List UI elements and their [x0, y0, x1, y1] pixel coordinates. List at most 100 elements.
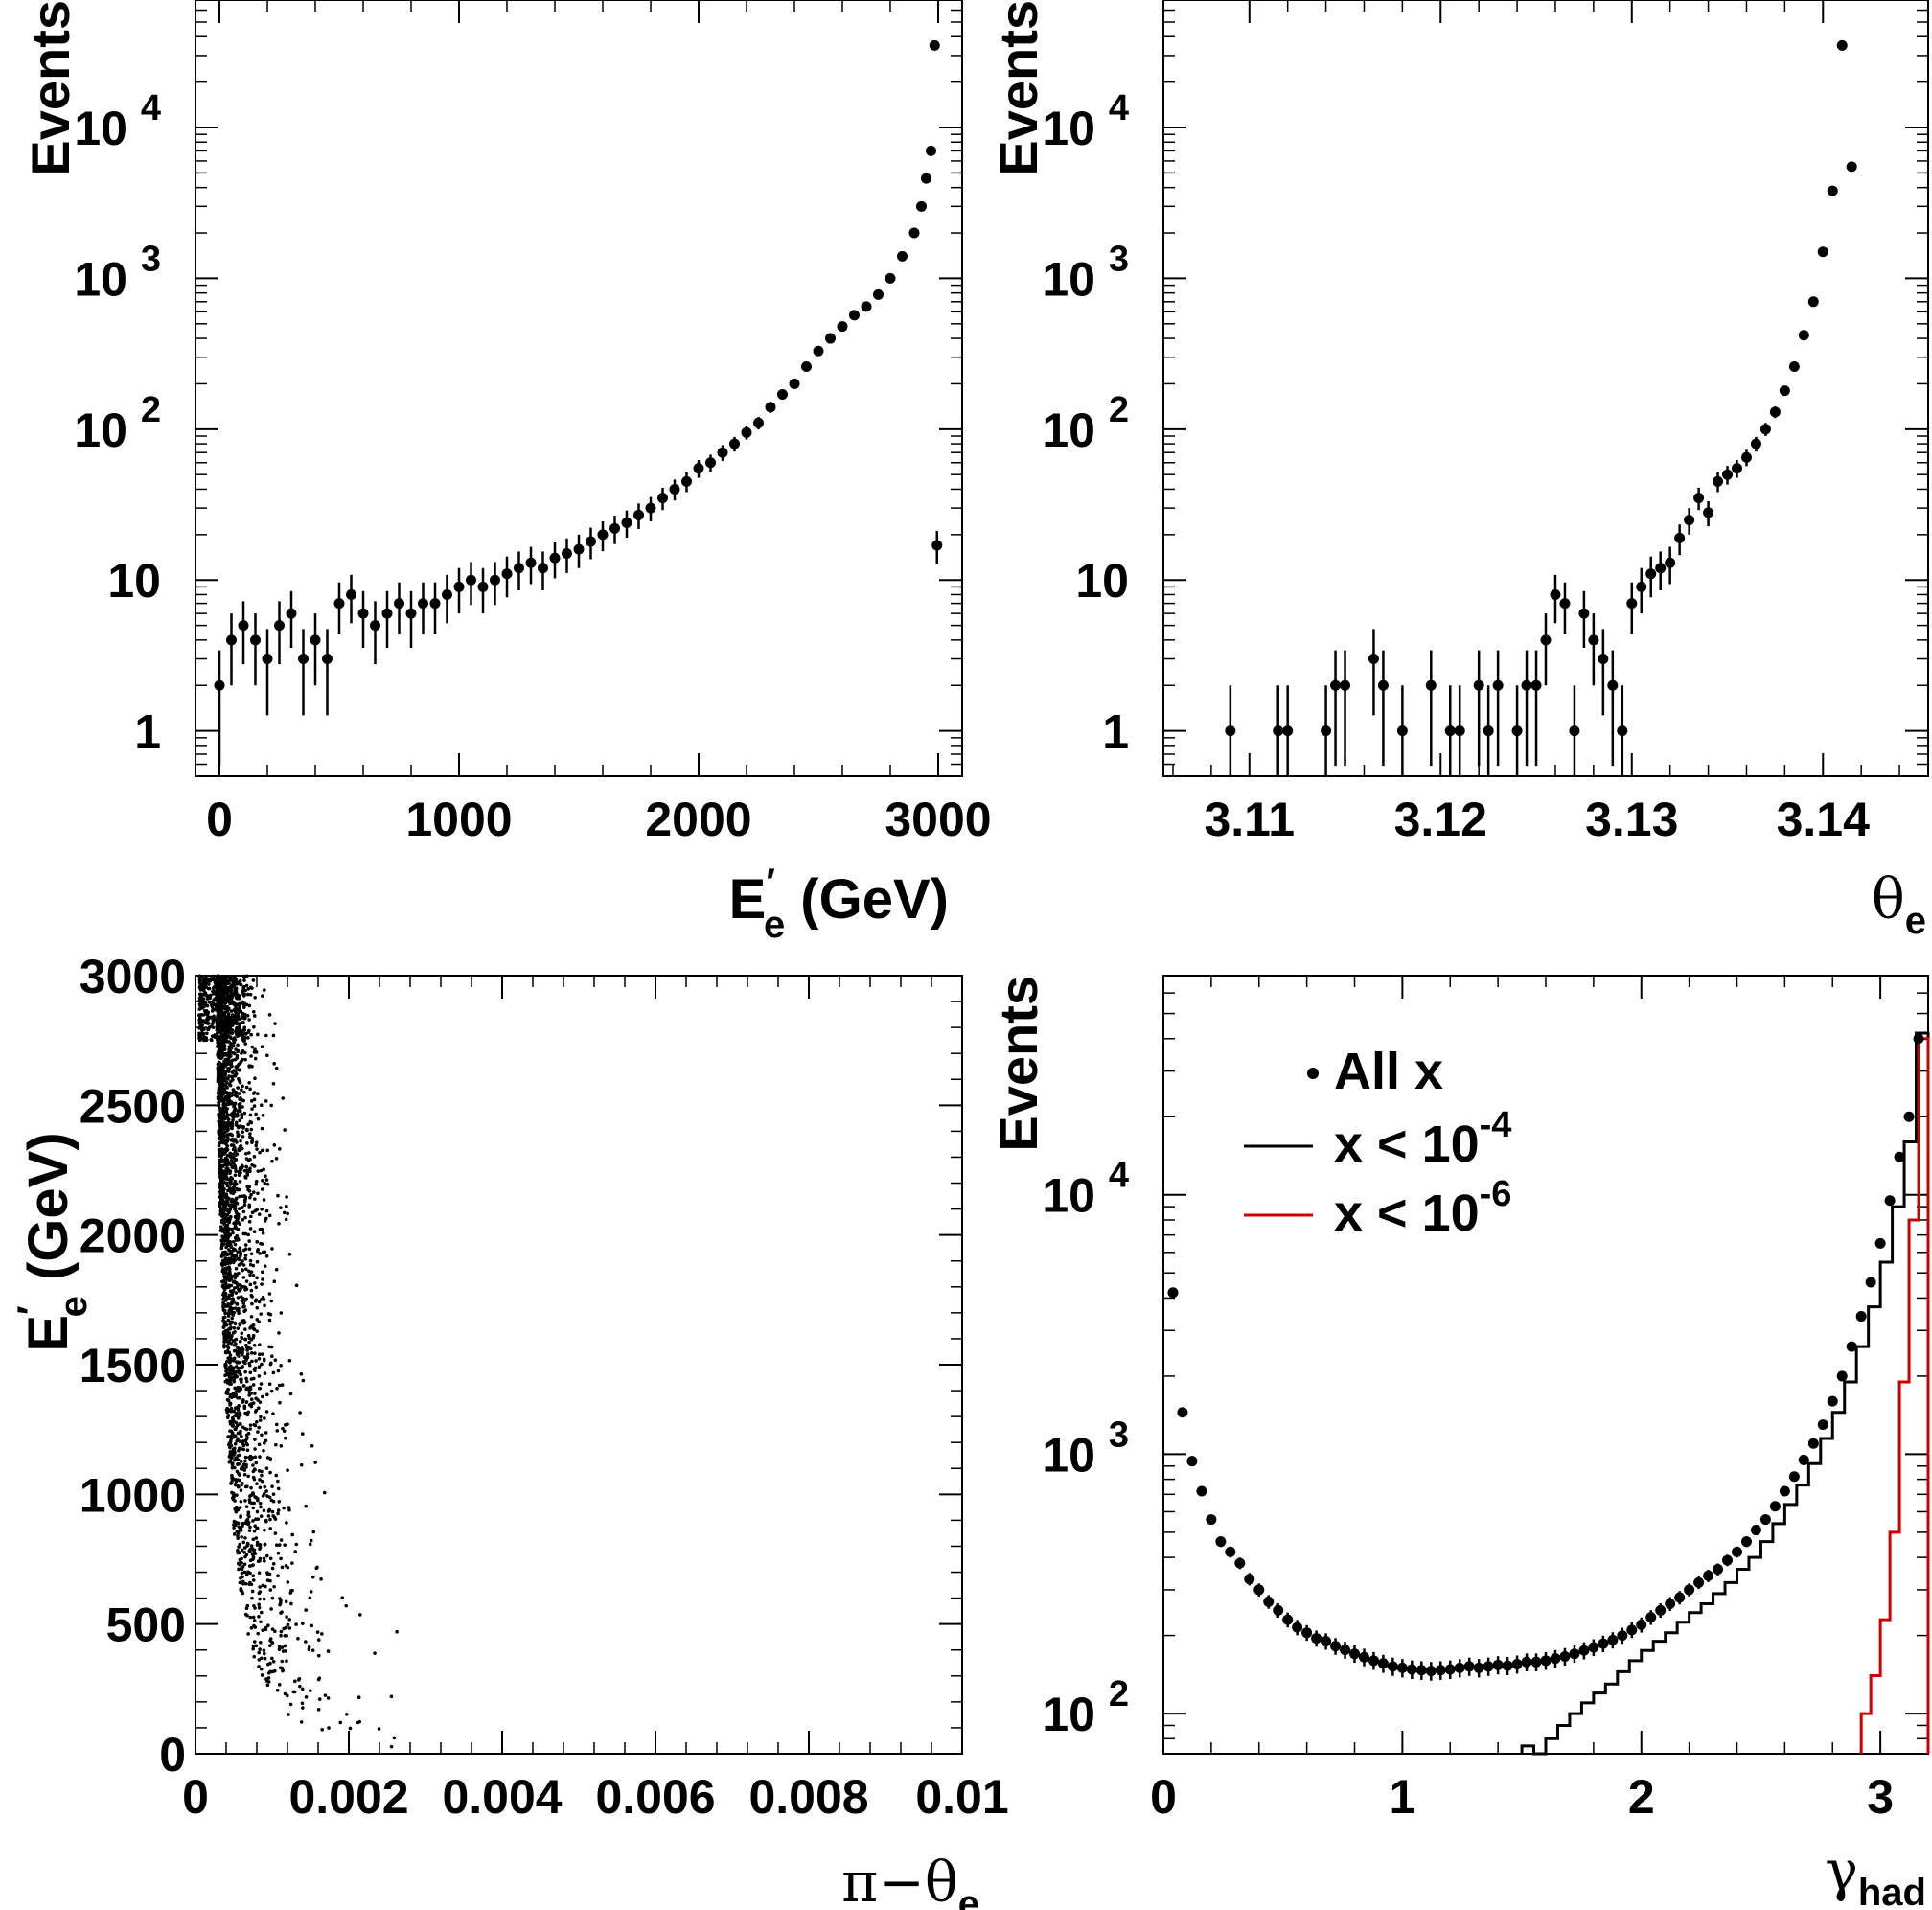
scatter-dot: [211, 1000, 215, 1004]
scatter-dot: [230, 1395, 234, 1399]
scatter-dot: [229, 1009, 234, 1013]
scatter-dot: [244, 1400, 249, 1404]
scatter-dot: [277, 1383, 282, 1388]
scatter-dot: [236, 1534, 240, 1538]
scatter-dot: [235, 1112, 240, 1116]
scatter-dot: [249, 1214, 253, 1219]
data-point: [1913, 1033, 1924, 1045]
scatter-dot: [241, 1021, 245, 1024]
scatter-dot: [229, 1024, 233, 1028]
scatter-dot: [271, 1370, 276, 1375]
scatter-dot: [279, 1538, 284, 1542]
scatter-dot: [283, 1634, 288, 1638]
x-tick-label: 3000: [885, 793, 991, 846]
y-axis-title: E′e (GeV): [11, 1132, 95, 1351]
scatter-dot: [263, 1264, 267, 1268]
scatter-dot: [226, 1216, 231, 1221]
y-tick-exponent: 2: [141, 390, 161, 430]
scatter-dot: [253, 1524, 257, 1528]
scatter-dot: [219, 1108, 223, 1112]
scatter-dot: [238, 1024, 242, 1028]
scatter-dot: [326, 1649, 331, 1653]
scatter-dot: [304, 1504, 308, 1508]
data-point: [765, 402, 776, 413]
scatter-dot: [223, 1096, 227, 1101]
data-point: [1521, 1656, 1532, 1668]
scatter-dot: [233, 1478, 238, 1482]
scatter-dot: [280, 1666, 285, 1670]
scatter-dot: [234, 1390, 239, 1393]
scatter-dot: [218, 1092, 223, 1096]
scatter-dot: [243, 1254, 248, 1257]
data-point: [1617, 725, 1628, 737]
y-tick-label: 1000: [80, 1468, 186, 1522]
data-point: [1483, 1661, 1494, 1672]
scatter-dot: [229, 1079, 233, 1084]
scatter-dot: [233, 1306, 238, 1311]
scatter-dot: [242, 1016, 246, 1021]
scatter-dot: [244, 1465, 248, 1469]
scatter-dot: [311, 1530, 316, 1534]
x-tick-label: 3.12: [1394, 793, 1487, 846]
scatter-dot: [214, 1017, 218, 1022]
y-tick-label: 10 2: [1042, 390, 1129, 457]
x-axis-title-main: θ: [1872, 866, 1905, 932]
scatter-dot: [231, 1038, 236, 1043]
scatter-dot: [221, 1297, 225, 1301]
scatter-dot: [259, 1667, 264, 1671]
scatter-dot: [270, 1484, 274, 1488]
scatter-dot: [204, 1018, 209, 1022]
scatter-dot: [252, 1024, 256, 1029]
scatter-dot: [222, 1029, 227, 1033]
scatter-dot: [258, 1640, 263, 1645]
scatter-dot: [270, 1566, 275, 1571]
scatter-dot: [239, 1096, 242, 1100]
scatter-dot: [252, 1619, 257, 1622]
scatter-dot: [223, 1315, 227, 1320]
x-tick-label: 0.01: [915, 1770, 1008, 1824]
data-point: [466, 574, 476, 586]
scatter-dot: [308, 1689, 312, 1692]
scatter-dot: [264, 1466, 269, 1470]
scatter-dot: [231, 976, 236, 980]
scatter-dot: [261, 1628, 264, 1632]
scatter-dot: [264, 1174, 267, 1178]
scatter-dot: [248, 1227, 253, 1231]
scatter-dot: [223, 1014, 227, 1019]
x-axis-title-main: γ: [1825, 1838, 1858, 1903]
scatter-dot: [220, 1003, 224, 1008]
scatter-dot: [265, 1683, 270, 1688]
scatter-dot: [233, 1224, 238, 1229]
scatter-dot: [283, 1436, 288, 1440]
scatter-dot: [251, 1463, 255, 1467]
scatter-dot: [269, 1607, 273, 1611]
scatter-dot: [244, 1387, 248, 1392]
scatter-dot: [257, 1406, 261, 1410]
scatter-dot: [219, 1008, 223, 1013]
data-point: [1827, 185, 1838, 196]
scatter-dot: [222, 1294, 226, 1299]
scatter-dot: [255, 1543, 260, 1547]
scatter-dot: [287, 1713, 290, 1716]
data-point: [1750, 1525, 1761, 1536]
x-tick-label: 0: [182, 1770, 209, 1824]
scatter-dot: [234, 1266, 239, 1271]
data-point: [442, 588, 452, 600]
scatter-dot: [238, 1168, 242, 1173]
data-point: [1626, 1624, 1638, 1636]
scatter-dot: [242, 1562, 247, 1567]
scatter-dot: [242, 1031, 247, 1036]
scatter-dot: [218, 1056, 223, 1061]
scatter-dot: [250, 1137, 254, 1140]
scatter-dot: [290, 1532, 294, 1537]
scatter-dot: [245, 1141, 249, 1145]
scatter-dot: [260, 1148, 264, 1153]
scatter-dot: [285, 1659, 288, 1664]
scatter-dot: [274, 1473, 279, 1478]
scatter-dot: [215, 1027, 219, 1032]
scatter-dot: [252, 1281, 257, 1285]
data-point: [1387, 1661, 1398, 1672]
data-point: [1396, 1662, 1408, 1673]
scatter-dot: [208, 996, 213, 1000]
scatter-dot: [219, 1152, 224, 1157]
